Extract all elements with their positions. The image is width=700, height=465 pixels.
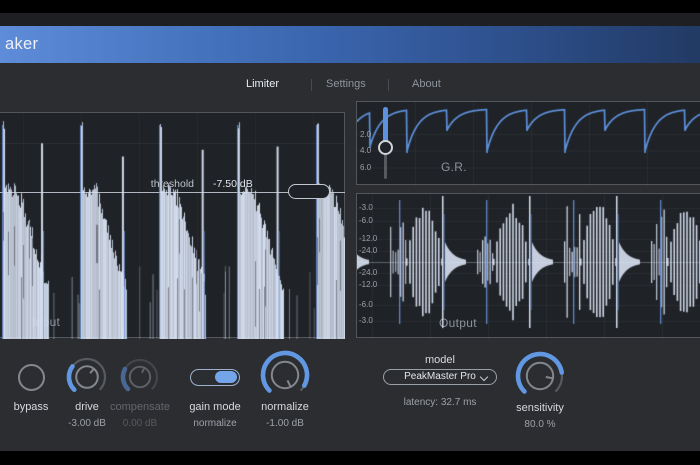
input-waveform-panel: Input threshold -7.50 dB — [0, 112, 345, 339]
threshold-drag-handle[interactable] — [288, 184, 330, 199]
title-bar: aker — [0, 26, 700, 63]
scale-tick-label: -24.0 — [359, 268, 378, 277]
tab-separator — [311, 79, 312, 91]
gain-mode-value: normalize — [193, 418, 237, 429]
output-waveform-panel: Output -3.0-6.0-12.0-24.0-24.0-12.0-6.0-… — [356, 193, 700, 339]
compensate-knob[interactable] — [118, 355, 162, 404]
plugin-title: aker — [5, 35, 39, 53]
drive-knob[interactable] — [64, 354, 110, 405]
input-waveform-canvas — [0, 113, 345, 339]
output-waveform-canvas — [357, 194, 700, 339]
normalize-value: -1.00 dB — [266, 418, 304, 429]
scale-tick-label: 6.0 — [360, 163, 372, 172]
bottom-black-bar — [0, 451, 700, 465]
gain-reduction-panel: G.R. 2.04.06.0 — [356, 101, 700, 186]
threshold-value: -7.50 dB — [213, 178, 253, 190]
scale-tick-label: 4.0 — [360, 146, 372, 155]
scale-tick-label: -12.0 — [359, 234, 378, 243]
compensate-value: 0.00 dB — [122, 418, 158, 429]
threshold-label: threshold — [150, 178, 194, 190]
gain-mode-toggle-handle[interactable] — [215, 371, 237, 383]
knob-graphic — [18, 364, 45, 391]
model-selected-value: PeakMaster Pro — [404, 371, 476, 382]
model-dropdown[interactable]: PeakMaster Pro — [383, 369, 497, 385]
normalize-knob[interactable] — [258, 348, 312, 407]
chevron-down-icon — [479, 372, 489, 382]
scale-tick-label: -12.0 — [359, 280, 378, 289]
latency-text: latency: 32.7 ms — [403, 397, 477, 408]
tab-limiter[interactable]: Limiter — [246, 78, 280, 90]
top-black-bar — [0, 0, 700, 13]
scale-tick-label: -3.0 — [359, 203, 373, 212]
compensate-label: compensate — [110, 401, 170, 413]
bypass-knob[interactable] — [14, 360, 49, 400]
sensitivity-value: 80.0 % — [524, 419, 556, 430]
scale-tick-label: -24.0 — [359, 246, 378, 255]
knob-graphic — [120, 358, 159, 392]
knob-graphic — [66, 357, 107, 393]
tab-separator — [388, 79, 389, 91]
gr-slider-fill — [383, 107, 388, 147]
drive-value: -3.00 dB — [68, 418, 106, 429]
knob-graphic — [260, 350, 310, 393]
tab-about[interactable]: About — [412, 78, 441, 90]
scale-tick-label: -6.0 — [359, 216, 373, 225]
normalize-label: normalize — [261, 401, 309, 413]
sensitivity-knob[interactable] — [513, 349, 567, 408]
gr-slider-handle[interactable] — [378, 140, 393, 155]
window-edge-strip — [0, 13, 700, 26]
drive-label: drive — [75, 401, 99, 413]
gain-mode-label: gain mode — [189, 401, 241, 413]
knob-graphic — [515, 351, 565, 394]
bypass-label: bypass — [13, 401, 49, 413]
scale-tick-label: -3.0 — [359, 316, 373, 325]
gain-mode-toggle[interactable] — [190, 369, 240, 386]
model-label: model — [425, 354, 455, 366]
scale-tick-label: -6.0 — [359, 300, 373, 309]
tab-settings[interactable]: Settings — [326, 78, 366, 90]
gr-curve-canvas — [357, 102, 700, 186]
sensitivity-label: sensitivity — [516, 402, 564, 414]
scale-tick-label: 2.0 — [360, 130, 372, 139]
